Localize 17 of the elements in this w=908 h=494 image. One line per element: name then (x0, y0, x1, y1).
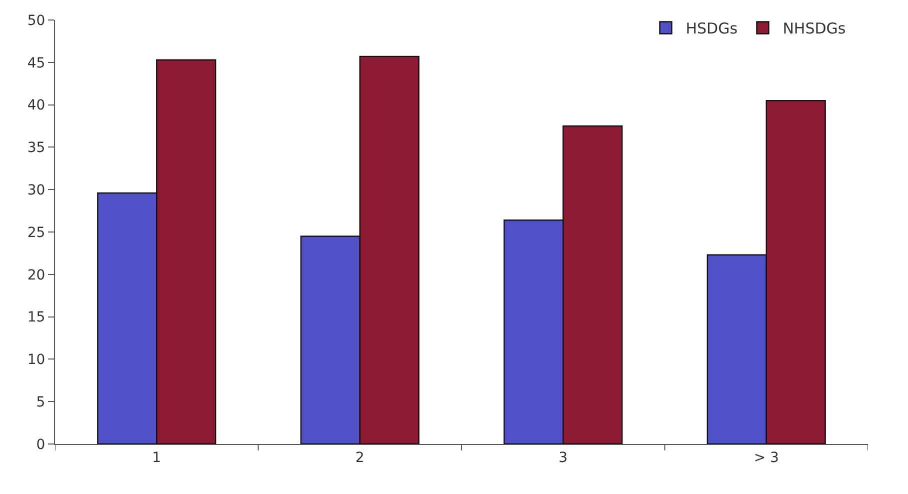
x-tick-label: > 3 (754, 450, 779, 466)
y-tick-label: 30 (27, 182, 46, 198)
x-tick-label: 1 (152, 450, 162, 466)
x-tick-label: 3 (558, 450, 568, 466)
y-tick-label: 5 (36, 394, 46, 410)
legend-label: NHSDGs (782, 20, 846, 38)
x-tick-label: 2 (355, 450, 364, 466)
y-tick-label: 0 (36, 436, 46, 453)
y-tick-label: 50 (27, 12, 46, 29)
y-tick-label: 25 (27, 224, 46, 241)
legend-label: HSDGs (686, 20, 738, 38)
y-tick-label: 40 (27, 98, 46, 114)
y-tick-label: 10 (27, 352, 46, 368)
y-tick-label: 45 (27, 55, 46, 72)
y-tick-label: 15 (27, 310, 46, 326)
y-tick-label: 35 (27, 140, 46, 156)
y-tick-label: 20 (27, 267, 46, 284)
